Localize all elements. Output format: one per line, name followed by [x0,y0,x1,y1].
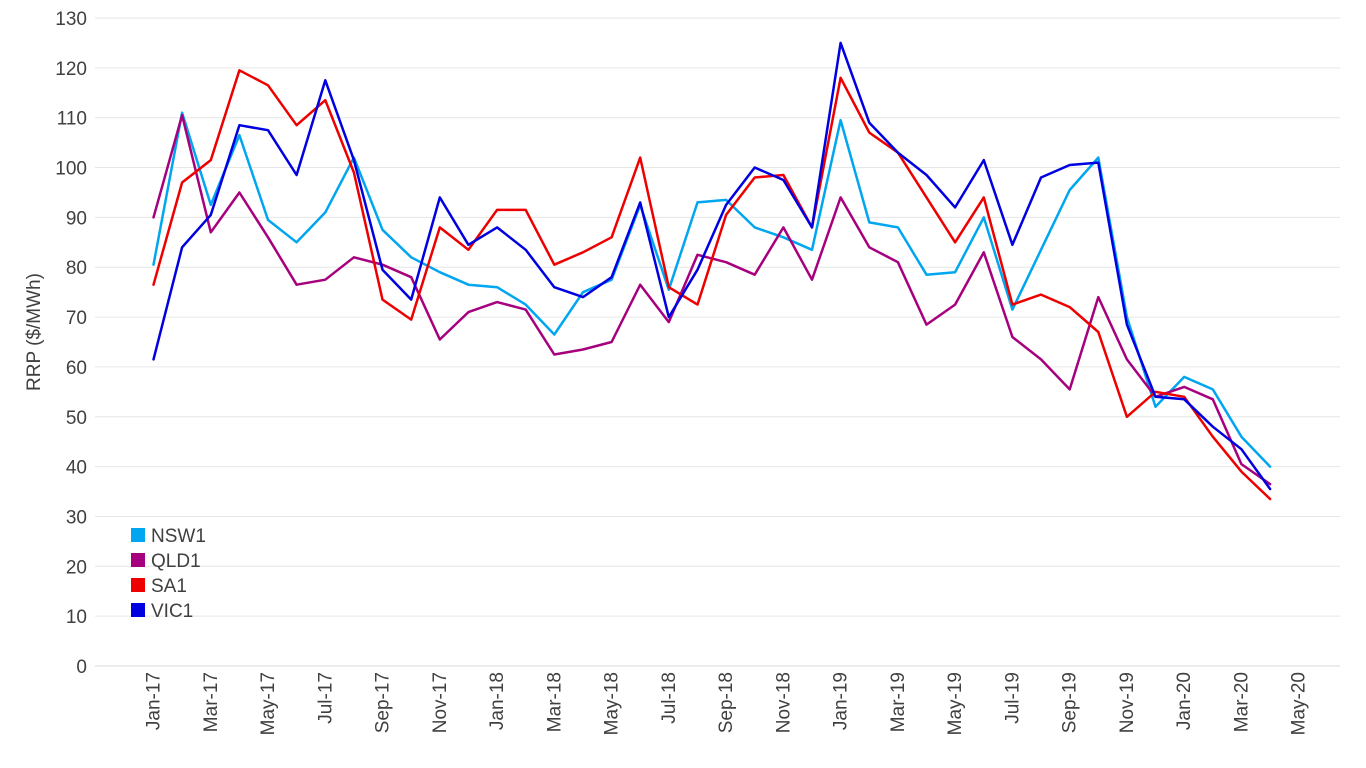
x-tick-label: Mar-19 [888,672,909,732]
series-lines [152,41,1272,501]
x-tick-label: Jul-18 [659,672,680,724]
y-tick-label: 10 [66,607,87,628]
x-tick-label: Jan-19 [831,672,852,730]
y-axis-title: RRP ($/MWh) [24,273,45,391]
series-line-vic1 [152,41,1272,491]
x-tick-label: Jul-19 [1002,672,1023,724]
x-tick-label: Sep-19 [1060,672,1081,733]
x-tick-label: Jan-18 [487,672,508,730]
x-tick-label: Nov-17 [430,672,451,733]
x-tick-label: Jan-20 [1174,672,1195,730]
y-tick-label: 130 [55,9,87,30]
y-tick-label: 60 [66,358,87,379]
y-tick-labels: 0 10 20 30 40 50 60 70 80 90 100 110 120 130 [55,9,87,678]
y-tick-label: 40 [66,458,87,479]
legend-label-qld1: QLD1 [151,551,201,572]
legend-label-sa1: SA1 [151,576,187,597]
y-tick-label: 120 [55,59,87,80]
x-tick-label: Mar-18 [544,672,565,732]
y-tick-label: 0 [76,657,87,678]
legend-swatch-vic1 [131,603,145,617]
x-tick-label: May-19 [945,672,966,735]
x-tick-label: Jan-17 [144,672,165,730]
y-tick-label: 30 [66,507,87,528]
y-tick-label: 100 [55,159,87,180]
series-line-sa1 [152,69,1272,501]
x-tick-label: Nov-19 [1117,672,1138,733]
x-tick-labels: Jan-17 Mar-17 May-17 Jul-17 Sep-17 Nov-17 Jan-… [144,672,1310,735]
legend-swatch-sa1 [131,578,145,592]
x-tick-label: May-20 [1289,672,1310,735]
x-tick-label: Sep-18 [716,672,737,733]
legend-swatch-nsw1 [131,528,145,542]
x-tick-label: Mar-20 [1231,672,1252,732]
y-tick-label: 90 [66,208,87,229]
legend-label-vic1: VIC1 [151,601,193,622]
x-tick-label: Jul-17 [315,672,336,724]
series-line-nsw1 [152,111,1272,468]
series-line-qld1 [152,113,1272,486]
y-tick-label: 20 [66,557,87,578]
y-tick-label: 110 [57,109,87,130]
legend-swatch-qld1 [131,553,145,567]
x-tick-label: Sep-17 [373,672,394,733]
legend-label-nsw1: NSW1 [151,526,206,547]
y-tick-label: 70 [66,308,87,329]
legend: NSW1 QLD1 SA1 VIC1 [131,526,206,622]
y-tick-label: 50 [66,408,87,429]
x-tick-label: May-17 [258,672,279,735]
x-tick-label: Mar-17 [201,672,222,732]
x-tick-label: Nov-18 [773,672,794,733]
x-tick-label: May-18 [602,672,623,735]
y-tick-label: 80 [66,258,87,279]
gridlines [95,17,1340,617]
